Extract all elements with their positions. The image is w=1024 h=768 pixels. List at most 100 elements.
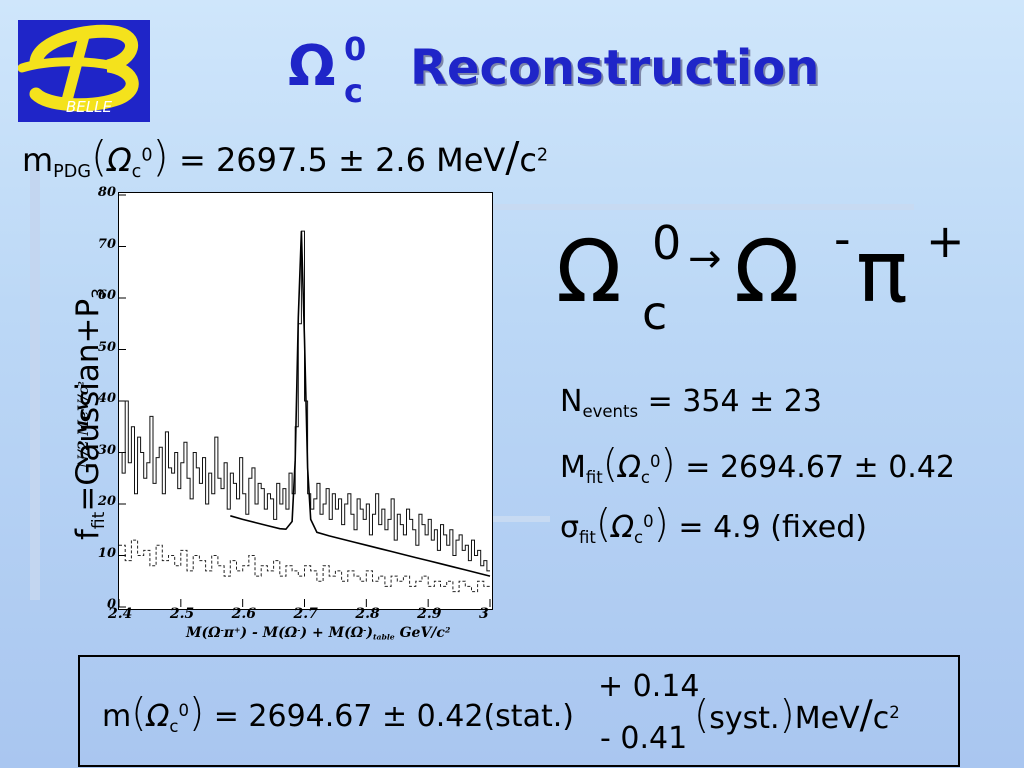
final-omega: Ω	[146, 699, 170, 734]
fit-f: f	[70, 529, 106, 540]
pdg-mass-value: = 2697.5 ± 2.6 MeV	[178, 141, 506, 179]
final-value-stat: = 2694.67 ± 0.42(stat.)	[213, 699, 574, 734]
x-label-part: -	[297, 625, 301, 635]
n-events-value: = 354 ± 23	[647, 384, 822, 419]
final-unit-c: c	[872, 701, 890, 736]
x-label-part: table	[372, 632, 395, 642]
m-fit-value: = 2694.67 ± 0.42	[685, 450, 956, 485]
n-events-sub: events	[582, 401, 639, 421]
decor-stripe	[490, 516, 550, 522]
belle-logo: BELLE	[18, 20, 150, 122]
pdg-unit-c: c	[519, 141, 537, 179]
decay-omega-c: Ω	[556, 222, 622, 322]
paren-open: (	[602, 442, 618, 487]
decay-pi: π	[856, 222, 908, 322]
fit-curve	[230, 231, 491, 577]
mass-histogram	[119, 194, 491, 608]
paren-close: )	[653, 502, 669, 547]
decay-subc: c	[642, 286, 668, 340]
decay-minus: -	[834, 212, 851, 266]
title-word: Reconstruction	[410, 40, 820, 96]
y-axis-label-sup: 2	[76, 381, 86, 387]
m-fit-omega-sup: 0	[650, 452, 661, 472]
x-tick-label: 2.5	[169, 606, 195, 622]
syst-plus: + 0.14	[598, 669, 700, 704]
sigma-fit-omega-sub: c	[634, 527, 644, 547]
fit-f-sub: fit	[88, 511, 109, 530]
final-unit-slash: /	[859, 693, 873, 738]
x-tick-label: 2.8	[355, 606, 380, 622]
final-mass-formula: m(Ωc0) = 2694.67 ± 0.42(stat.)	[102, 691, 574, 736]
title-superscript: 0	[344, 30, 367, 68]
decay-sup0: 0	[652, 216, 682, 270]
pdg-unit-c-sup: 2	[536, 145, 549, 166]
y-tick-label: 70	[97, 236, 116, 252]
sigma-fit-symbol: σ	[560, 510, 580, 545]
y-tick-label: 50	[97, 339, 116, 355]
paren-close: )	[188, 691, 205, 736]
x-label-part: ) - M(Ω	[240, 625, 298, 641]
syst-minus: - 0.41	[600, 721, 688, 756]
decay-arrow: →	[688, 236, 722, 282]
y-tick-label: 60	[97, 288, 116, 303]
paren-close: )	[660, 442, 676, 487]
pdg-mass-sub: PDG	[53, 162, 91, 183]
sigma-fit-omega-sup: 0	[643, 512, 654, 532]
sigma-fit-value: = 4.9 (fixed)	[678, 510, 867, 545]
decor-stripe	[490, 204, 914, 210]
title-subscript: c	[344, 72, 363, 110]
n-events-line: Nevents = 354 ± 23	[560, 384, 822, 421]
m-fit-line: Mfit(Ωc0) = 2694.67 ± 0.42	[560, 442, 955, 487]
sigma-fit-omega: Ω	[611, 510, 635, 545]
paren-close: )	[779, 693, 795, 738]
belle-b-mark	[18, 24, 139, 112]
x-tick-label: 2.9	[417, 606, 442, 622]
x-label-part: )	[366, 625, 373, 641]
x-label-part: +	[234, 625, 241, 635]
pdg-omega-sub: c	[131, 162, 142, 183]
paren-close: )	[152, 132, 169, 181]
m-fit-sub: fit	[585, 467, 603, 487]
paren-open: (	[595, 502, 612, 547]
y-tick-label: 80	[97, 185, 116, 200]
m-fit-omega-sub: c	[640, 467, 650, 487]
decay-plus: +	[926, 214, 965, 268]
final-omega-sup: 0	[178, 701, 189, 721]
x-label-part: GeV/c	[394, 625, 445, 641]
pdg-mass-formula: mPDG(Ωc0) = 2697.5 ± 2.6 MeV/c2	[22, 132, 548, 182]
y-axis-label: N/2 MeV/c2	[76, 381, 92, 468]
x-tick-label: 2.6	[231, 606, 257, 622]
final-unit-c-sup: 2	[889, 703, 900, 723]
final-unit: MeV	[794, 701, 860, 736]
syst-label: syst.	[709, 701, 780, 736]
m-fit-omega: Ω	[617, 450, 641, 485]
x-label-part: ) + M(Ω	[300, 625, 364, 641]
sigma-fit-line: σfit(Ωc0) = 4.9 (fixed)	[560, 502, 867, 547]
y-tick-label: 40	[97, 391, 116, 406]
x-label-part: -	[363, 625, 367, 635]
y-tick-label: 0	[106, 597, 116, 612]
pdg-mass-symbol: m	[22, 141, 54, 179]
title-omega: Ω	[288, 34, 336, 99]
data-histogram	[119, 230, 490, 572]
histogram-panel	[118, 192, 493, 610]
pdg-unit-slash: /	[505, 132, 520, 181]
pdg-omega-sup: 0	[141, 145, 153, 166]
sideband-histogram	[119, 539, 490, 593]
decor-stripe	[30, 160, 40, 600]
x-label-part: π	[223, 625, 235, 641]
x-label-part: 2	[444, 625, 451, 635]
final-result-box: m(Ωc0) = 2694.67 ± 0.42(stat.) + 0.14 - …	[78, 655, 960, 767]
y-tick-label: 10	[97, 545, 116, 561]
sigma-fit-sub: fit	[579, 527, 596, 547]
y-axis-label-text: N/2 MeV/c	[76, 386, 92, 468]
final-m-symbol: m	[102, 699, 132, 734]
syst-unit: (syst.)MeV/c2	[694, 693, 900, 738]
decay-omega: Ω	[734, 222, 800, 322]
pdg-omega: Ω	[107, 141, 132, 179]
y-tick-label: 30	[97, 442, 116, 458]
logo-label: BELLE	[66, 98, 112, 116]
x-label-part: M(Ω	[186, 625, 221, 641]
x-label-part: -	[220, 625, 224, 635]
x-tick-label: 2.4	[108, 606, 133, 622]
